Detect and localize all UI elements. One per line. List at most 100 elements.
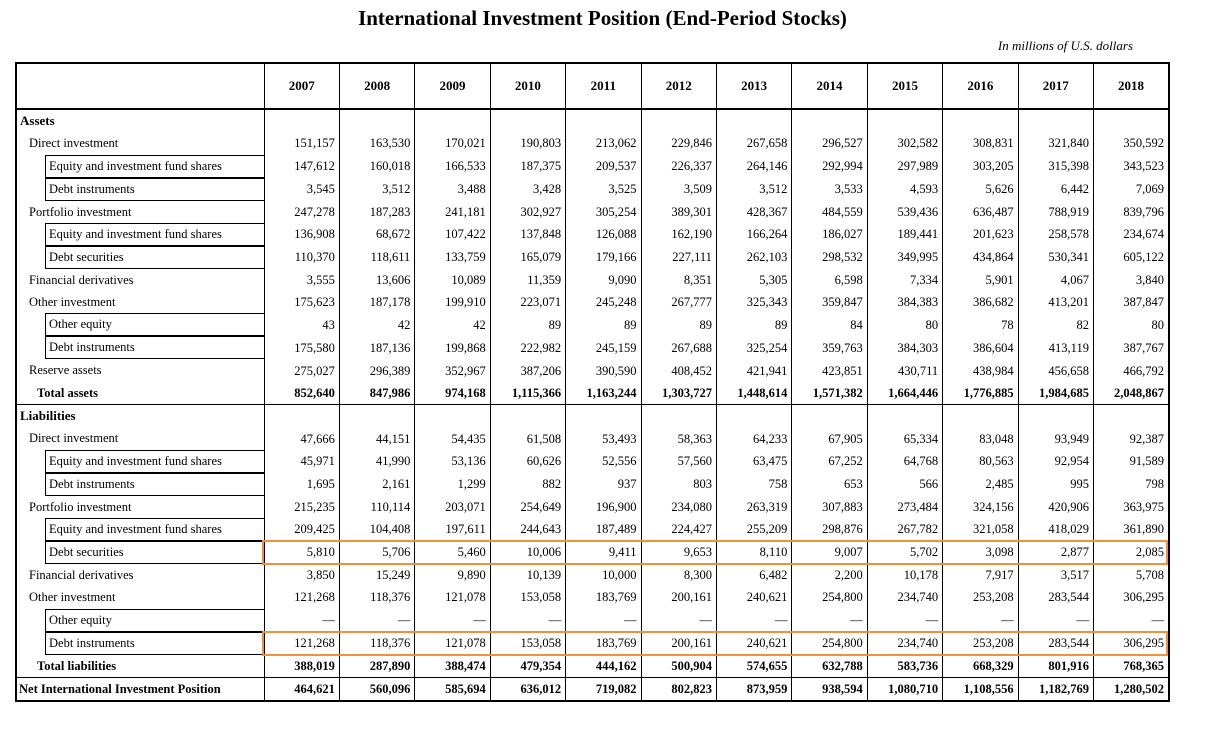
value-cell: 1,182,769 bbox=[1017, 676, 1094, 702]
table-row: Other equity — — — — — — — — — — — — bbox=[15, 608, 1170, 632]
value-cell: 297,989 bbox=[866, 154, 944, 178]
value-cell: 5,460 bbox=[414, 540, 491, 564]
value-cell: 768,365 bbox=[1092, 654, 1170, 678]
value-cell: 247,278 bbox=[263, 200, 340, 223]
value-cell: 203,071 bbox=[414, 495, 491, 518]
value-cell: 200,161 bbox=[640, 586, 717, 609]
row-label-cell: Total liabilities bbox=[15, 654, 265, 678]
value-cell: 3,428 bbox=[489, 177, 567, 201]
value-cell: 175,623 bbox=[263, 291, 340, 314]
value-cell: 1,108,556 bbox=[942, 676, 1019, 702]
value-cell: 187,136 bbox=[338, 336, 416, 360]
table-row: Liabilities bbox=[15, 404, 1170, 428]
row-label: Financial derivatives bbox=[29, 567, 134, 582]
value-cell: — bbox=[1092, 608, 1170, 632]
row-label: Equity and investment fund shares bbox=[45, 222, 264, 246]
value-cell: 306,295 bbox=[1092, 631, 1170, 655]
value-cell: 5,810 bbox=[263, 540, 340, 564]
row-label: Portfolio investment bbox=[29, 204, 132, 219]
value-cell: 78 bbox=[942, 313, 1019, 337]
value-cell: — bbox=[489, 608, 567, 632]
row-label: Liabilities bbox=[20, 408, 76, 424]
value-cell: 64,233 bbox=[715, 427, 793, 450]
value-cell: 183,769 bbox=[565, 631, 642, 655]
value-cell: 5,901 bbox=[942, 268, 1019, 292]
value-cell: 153,058 bbox=[489, 586, 567, 609]
table-row: Debt instruments 1,695 2,161 1,299 882 937 803… bbox=[15, 472, 1170, 496]
empty-cell bbox=[338, 108, 416, 133]
empty-cell bbox=[640, 108, 717, 133]
empty-cell bbox=[489, 108, 567, 133]
value-cell: 68,672 bbox=[338, 222, 416, 246]
column-header: 2007 bbox=[263, 62, 340, 110]
empty-cell bbox=[942, 404, 1019, 428]
row-label-cell: Other investment bbox=[15, 586, 265, 609]
value-cell: 315,398 bbox=[1017, 154, 1094, 178]
column-header: 2010 bbox=[489, 62, 567, 110]
empty-cell bbox=[1017, 108, 1094, 133]
value-cell: 67,905 bbox=[791, 427, 868, 450]
value-cell: 175,580 bbox=[263, 336, 340, 360]
value-cell: 305,254 bbox=[565, 200, 642, 223]
value-cell: — bbox=[338, 608, 416, 632]
iip-table: 2007 2008 2009 2010 2011 2012 2013 2014 2015 2016… bbox=[15, 62, 1170, 703]
value-cell: 349,995 bbox=[866, 245, 944, 269]
value-cell: 200,161 bbox=[640, 631, 717, 655]
value-cell: 275,027 bbox=[263, 359, 340, 382]
value-cell: 254,800 bbox=[791, 631, 868, 655]
value-cell: 653 bbox=[791, 472, 868, 496]
table-row: Total assets 852,640 847,986 974,168 1,115,3… bbox=[15, 381, 1170, 405]
column-header: 2015 bbox=[866, 62, 944, 110]
empty-cell bbox=[640, 404, 717, 428]
value-cell: 234,740 bbox=[866, 586, 944, 609]
value-cell: 10,089 bbox=[414, 268, 491, 292]
value-cell: 10,178 bbox=[866, 563, 944, 587]
value-cell: 197,611 bbox=[414, 517, 491, 541]
value-cell: 163,530 bbox=[338, 132, 416, 155]
value-cell: 292,994 bbox=[791, 154, 868, 178]
value-cell: 121,078 bbox=[414, 631, 491, 655]
value-cell: 636,487 bbox=[942, 200, 1019, 223]
value-cell: 262,103 bbox=[715, 245, 793, 269]
table-row: Financial derivatives 3,555 13,606 10,089 11… bbox=[15, 268, 1170, 292]
row-label-cell: Equity and investment fund shares bbox=[15, 449, 265, 473]
value-cell: 170,021 bbox=[414, 132, 491, 155]
value-cell: 196,900 bbox=[565, 495, 642, 518]
value-cell: 162,190 bbox=[640, 222, 717, 246]
table-row: Other investment 175,623 187,178 199,910 223… bbox=[15, 291, 1170, 314]
value-cell: 6,442 bbox=[1017, 177, 1094, 201]
row-label: Other equity bbox=[45, 313, 264, 337]
value-cell: 321,058 bbox=[942, 517, 1019, 541]
value-cell: 8,300 bbox=[640, 563, 717, 587]
row-label: Equity and investment fund shares bbox=[45, 517, 264, 541]
empty-cell bbox=[791, 404, 868, 428]
value-cell: 137,848 bbox=[489, 222, 567, 246]
value-cell: 6,482 bbox=[715, 563, 793, 587]
value-cell: 302,927 bbox=[489, 200, 567, 223]
value-cell: 15,249 bbox=[338, 563, 416, 587]
value-cell: 227,111 bbox=[640, 245, 717, 269]
column-header: 2009 bbox=[414, 62, 491, 110]
value-cell: 58,363 bbox=[640, 427, 717, 450]
value-cell: 307,883 bbox=[791, 495, 868, 518]
table-row: Debt instruments 175,580 187,136 199,868 222… bbox=[15, 336, 1170, 360]
value-cell: 53,493 bbox=[565, 427, 642, 450]
value-cell: 283,544 bbox=[1017, 586, 1094, 609]
row-label: Equity and investment fund shares bbox=[45, 449, 264, 473]
row-label: Other investment bbox=[29, 590, 116, 605]
value-cell: 189,441 bbox=[866, 222, 944, 246]
value-cell: 566 bbox=[866, 472, 944, 496]
value-cell: 65,334 bbox=[866, 427, 944, 450]
value-cell: 121,268 bbox=[263, 631, 340, 655]
value-cell: 413,119 bbox=[1017, 336, 1094, 360]
row-label-cell: Direct investment bbox=[15, 427, 265, 450]
value-cell: 873,959 bbox=[715, 676, 793, 702]
value-cell: 668,329 bbox=[942, 654, 1019, 678]
value-cell: 321,840 bbox=[1017, 132, 1094, 155]
value-cell: 89 bbox=[715, 313, 793, 337]
value-cell: 852,640 bbox=[263, 381, 340, 405]
table-row: Equity and investment fund shares 147,612… bbox=[15, 154, 1170, 178]
value-cell: 267,782 bbox=[866, 517, 944, 541]
value-cell: 63,475 bbox=[715, 449, 793, 473]
